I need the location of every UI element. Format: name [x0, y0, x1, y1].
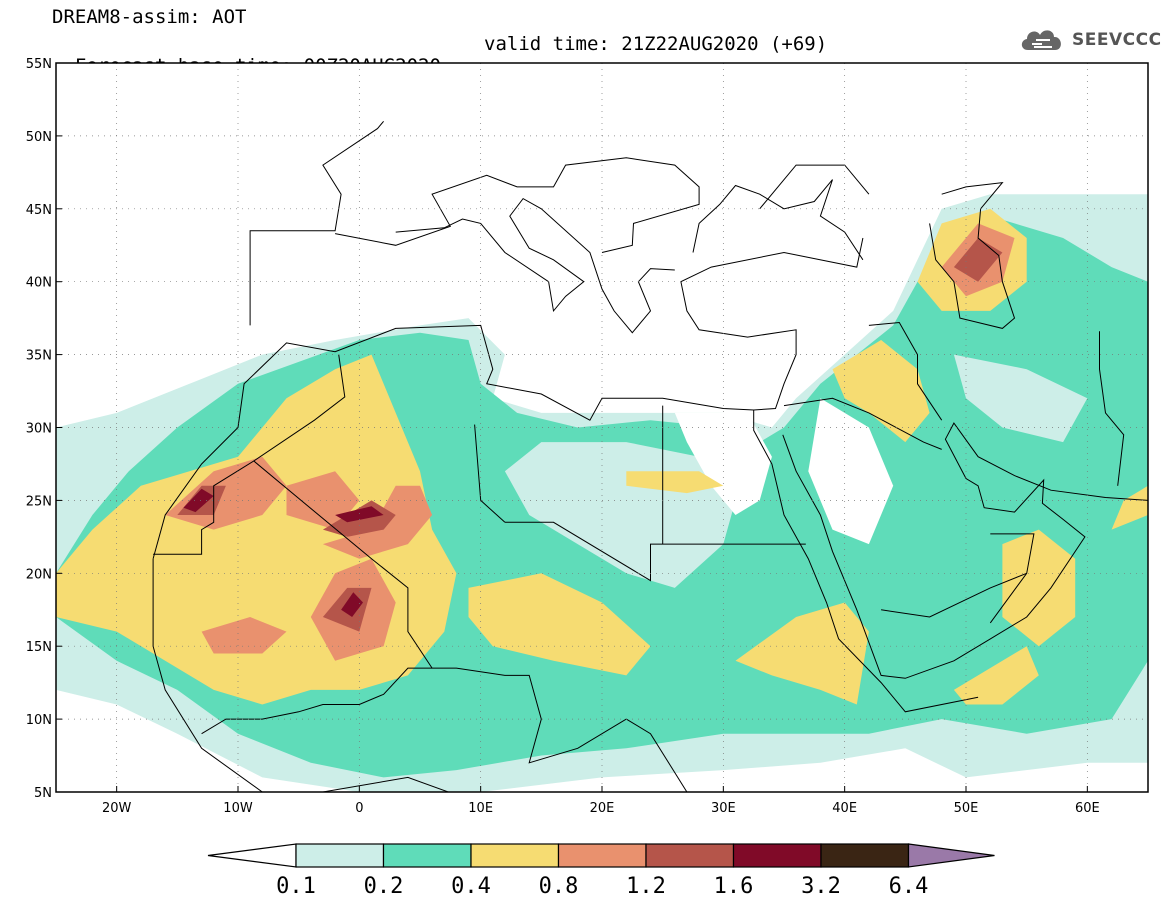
lat-tick-label: 55N: [26, 57, 52, 72]
aot-below-0.1-egypt: [674, 412, 772, 515]
aot-level-0.4-libya-strip: [626, 471, 724, 494]
border-europe-central: [335, 157, 700, 253]
colorbar-swatch: [645, 843, 735, 868]
aot-level-1.6-algeria: [335, 506, 384, 523]
colorbar-label: 1.2: [626, 874, 666, 899]
aot-level-0.4-chad: [468, 573, 651, 676]
aot-level-0.4-sudan: [735, 602, 869, 705]
aot-level-1.6-mauritania: [183, 488, 214, 513]
map-title: DREAM8-assim: AOT: [52, 6, 247, 28]
lon-tick-label: 40E: [832, 801, 857, 816]
lat-tick-label: 15N: [26, 640, 52, 655]
border-libya-chad-sudan: [504, 521, 806, 582]
colorbar-label: 0.8: [539, 874, 579, 899]
lat-tick-label: 40N: [26, 276, 52, 291]
colorbar-label: 0.2: [364, 874, 404, 899]
colorbar-label: 6.4: [889, 874, 929, 899]
border-jordan-iraq-saudi: [783, 397, 942, 450]
colorbar-high-arrow: [907, 843, 995, 868]
colorbar-label: 0.4: [451, 874, 491, 899]
coastline-black-sea: [692, 179, 864, 261]
aot-level-1.6-niger: [341, 592, 363, 617]
border-algeria-libya: [474, 424, 506, 523]
colorbar-swatch: [470, 843, 560, 868]
coastline-arabia: [782, 422, 1148, 679]
coastline-iberia-france: [249, 120, 384, 326]
border-yemen-saudi: [881, 572, 1027, 618]
border-sahel: [201, 667, 688, 792]
aot-level-0.8-senegal: [201, 617, 287, 654]
aot-below-0.1-arabia: [808, 398, 894, 545]
coastline-west-africa: [152, 558, 450, 792]
aot-level-0.1-iran: [953, 354, 1088, 443]
valid-time: valid time: 21Z22AUG2020 (+69): [484, 33, 828, 55]
lat-tick-label: 25N: [26, 494, 52, 509]
lat-tick-label: 30N: [26, 422, 52, 437]
colorbar-swatch: [557, 843, 647, 868]
border-oman-saudi: [989, 533, 1035, 624]
lon-tick-label: 30E: [711, 801, 736, 816]
lat-tick-label: 45N: [26, 203, 52, 218]
lat-tick-label: 20N: [26, 567, 52, 582]
lon-tick-label: 20W: [102, 801, 132, 816]
aot-level-0.4-iraq: [832, 340, 930, 443]
colorbar-swatch: [820, 843, 910, 868]
lon-tick-label: 20E: [590, 801, 615, 816]
colorbar-label: 1.6: [714, 874, 754, 899]
lon-tick-label: 50E: [954, 801, 979, 816]
coastline-mediterranean: [152, 237, 864, 559]
lon-tick-label: 60E: [1075, 801, 1100, 816]
seevccc-logo-text: SEEVCCC: [1072, 30, 1162, 50]
lat-tick-label: 5N: [34, 786, 52, 801]
border-ukraine-russia: [759, 164, 870, 210]
colorbar-low-arrow: [207, 843, 297, 868]
border-iraq-iran: [868, 321, 943, 421]
lon-tick-label: 10E: [468, 801, 493, 816]
coastline-italy-balkans: [395, 197, 675, 334]
border-morocco-algeria: [253, 354, 346, 462]
colorbar-swatch: [732, 843, 822, 868]
lat-tick-label: 50N: [26, 130, 52, 145]
aot-level-0.4-pakistan: [1111, 485, 1148, 530]
coastline-red-sea-west: [753, 410, 979, 713]
lon-tick-label: 10W: [223, 801, 253, 816]
lon-tick-label: 0: [355, 801, 363, 816]
colorbar-swatch: [295, 843, 385, 868]
colorbar-label: 0.1: [276, 874, 316, 899]
border-iran-afghanistan: [1099, 331, 1125, 486]
lat-tick-label: 10N: [26, 713, 52, 728]
lat-tick-label: 35N: [26, 349, 52, 364]
aot-level-0.4-oman: [1002, 529, 1076, 647]
coastline-caspian: [929, 181, 1016, 329]
colorbar-label: 3.2: [801, 874, 841, 899]
colorbar-swatch: [382, 843, 472, 868]
aot-level-0.4-yemen: [953, 646, 1039, 705]
cloud-logo-icon: [1021, 30, 1061, 50]
